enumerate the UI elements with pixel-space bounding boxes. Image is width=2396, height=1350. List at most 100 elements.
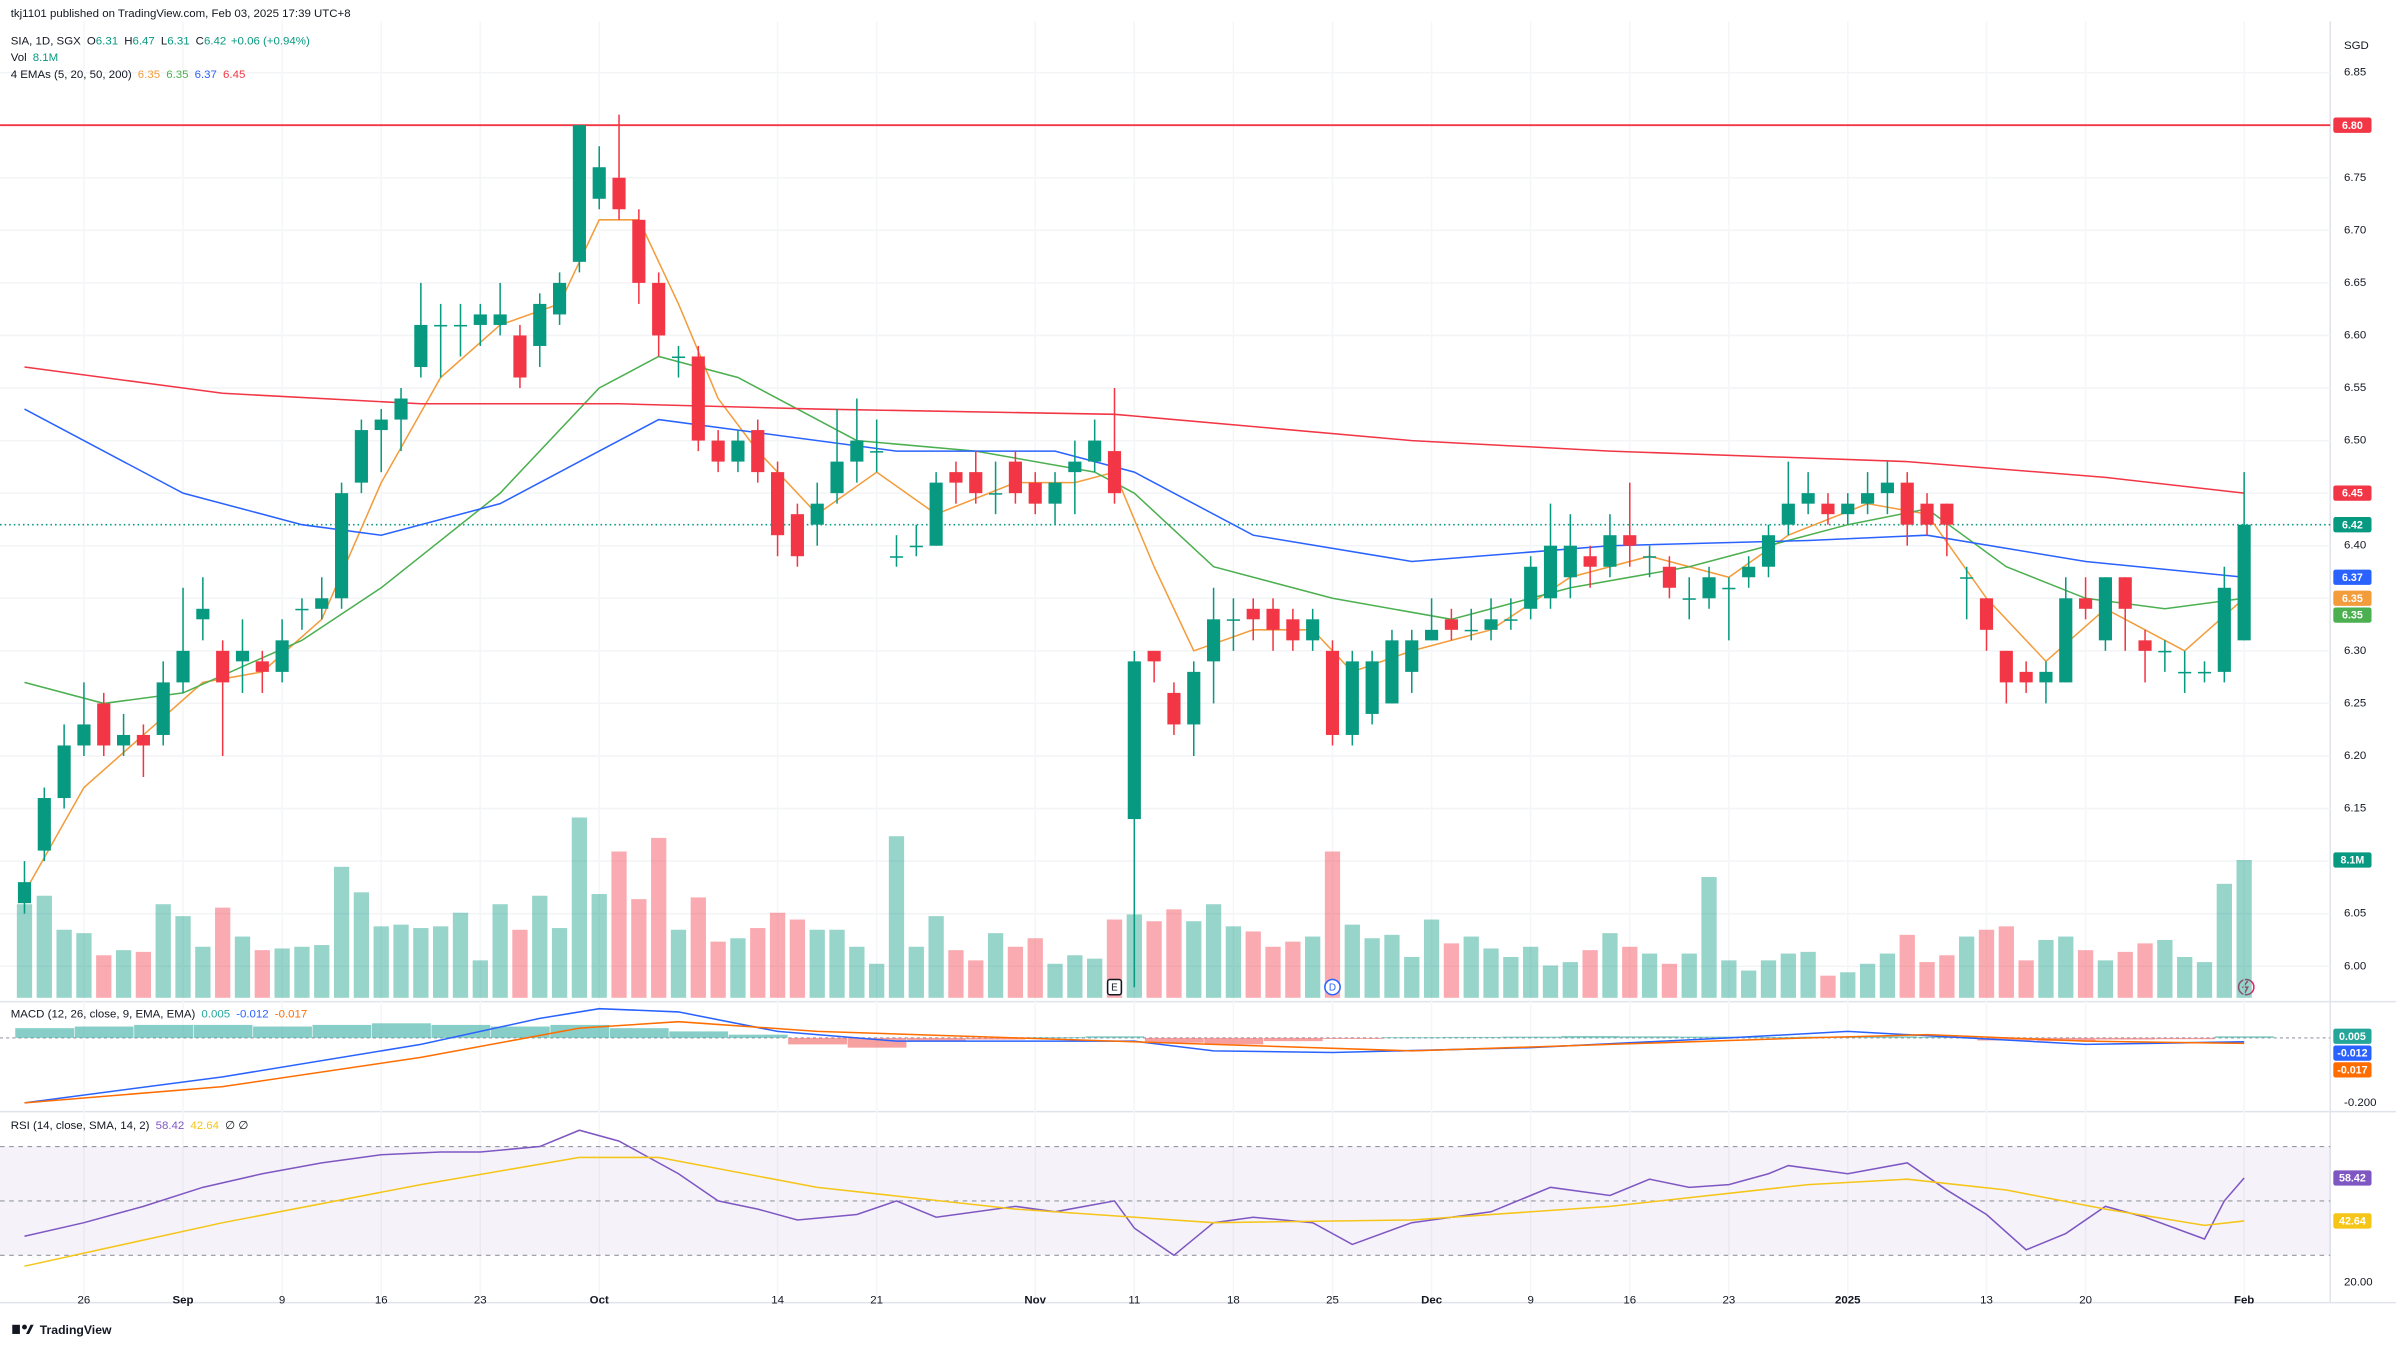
volume-bar	[1859, 963, 1876, 998]
x-tick-label: Nov	[1024, 1294, 1046, 1306]
volume-bar	[769, 912, 786, 998]
event-label: D	[1329, 982, 1336, 993]
macd-histogram-bar	[907, 1037, 966, 1042]
candle-body	[1464, 629, 1478, 632]
macd-histogram-bar	[1620, 1036, 1680, 1038]
candle-body	[691, 356, 705, 441]
candle-body	[810, 503, 824, 525]
volume-bar	[2196, 962, 2213, 998]
volume-bar	[2236, 860, 2252, 998]
candle-body	[2079, 598, 2093, 609]
macd-histogram-bar	[15, 1028, 75, 1038]
price-label: 6.42	[2342, 519, 2363, 531]
candle-body	[2059, 598, 2073, 683]
candle-body	[235, 650, 250, 662]
volume-bar	[730, 938, 746, 998]
candle-body	[572, 125, 586, 262]
volume-bar	[1106, 919, 1123, 998]
macd-histogram-bar	[312, 1024, 372, 1038]
x-tick-label: 16	[1623, 1294, 1636, 1306]
volume-bar	[1760, 960, 1777, 998]
candle-body	[1841, 503, 1855, 515]
volume-bar	[234, 936, 251, 998]
volume-bar	[928, 916, 944, 998]
volume-bar	[115, 950, 132, 998]
candle-body	[1960, 577, 1974, 579]
macd-line	[24, 1020, 2245, 1104]
volume-bar	[373, 926, 389, 998]
volume-bar	[2137, 943, 2153, 998]
volume-bar	[849, 946, 865, 998]
volume-bar	[1542, 965, 1559, 998]
volume-bar	[1364, 938, 1380, 998]
x-tick-label: Dec	[1421, 1294, 1443, 1306]
legend: SIA, 1D, SGX O6.31 H6.47 L6.31 C6.42 +0.06 (+…	[11, 35, 310, 47]
candle-body	[1266, 608, 1280, 630]
y-tick-label: 6.50	[2344, 435, 2366, 447]
macd-histogram-bar	[431, 1024, 491, 1038]
macd-histogram-bar	[134, 1024, 194, 1038]
volume-bar	[2097, 960, 2114, 998]
volume-bar	[869, 963, 885, 998]
volume-bar	[492, 904, 508, 998]
candle-body	[790, 514, 804, 557]
candle-body	[989, 493, 1003, 495]
candle-body	[1068, 461, 1082, 473]
x-tick-label: 9	[1527, 1294, 1533, 1306]
candle-body	[1761, 535, 1776, 567]
macd-histogram-bar	[1026, 1037, 1085, 1039]
candle-body	[1345, 661, 1359, 735]
legend-item: ∅ ∅	[225, 1120, 248, 1132]
legend: RSI (14, close, SMA, 14, 2) 58.42 42.64 ∅ ∅	[11, 1120, 249, 1132]
price-label: 0.005	[2339, 1031, 2366, 1043]
macd-histogram-bar	[788, 1037, 848, 1045]
macd-histogram-bar	[1561, 1035, 1620, 1038]
volume-bar	[670, 929, 687, 998]
legend-item: L	[161, 35, 167, 47]
price-label-box	[2333, 1062, 2372, 1078]
candle-body	[77, 724, 91, 746]
volume-bar	[175, 916, 191, 998]
volume-bar	[1087, 958, 1103, 998]
volume-bar	[987, 933, 1004, 998]
price-label: 42.64	[2339, 1216, 2366, 1228]
price-label: 6.35	[2342, 610, 2363, 622]
volume-bar	[56, 929, 72, 998]
volume-bar	[512, 929, 528, 998]
candle-body	[453, 324, 468, 327]
volume-bar	[96, 955, 112, 998]
candle-body	[909, 545, 923, 548]
macd-histogram-bar	[1323, 1037, 1383, 1039]
volume-bar	[1285, 941, 1301, 998]
volume-bar	[254, 950, 270, 998]
volume-bar	[1503, 956, 1519, 998]
candle-body	[255, 661, 269, 672]
macd-histogram-bar	[74, 1026, 134, 1038]
volume-bar	[155, 904, 171, 998]
logo	[12, 1324, 34, 1334]
price-label-box	[2333, 1213, 2372, 1229]
volume-bar	[36, 895, 52, 998]
y-tick-label: 6.85	[2344, 67, 2366, 79]
candle-body	[1801, 493, 1815, 504]
volume-bar	[829, 929, 845, 998]
candle-body	[1543, 545, 1558, 599]
volume-bar	[1523, 946, 1539, 998]
price-label-box	[2333, 1170, 2372, 1186]
candle-body	[1365, 661, 1379, 714]
candle-body	[374, 419, 388, 431]
volume-bar	[1562, 962, 1578, 998]
volume-bar	[1007, 946, 1024, 998]
legend-item: RSI (14, close, SMA, 14, 2)	[11, 1120, 150, 1132]
volume-bar	[1146, 921, 1162, 998]
y-tick-label: 6.20	[2344, 750, 2366, 762]
volume-bar	[1919, 962, 1935, 998]
candle-body	[1187, 671, 1201, 725]
price-label-box	[2333, 1045, 2372, 1061]
x-tick-label: 13	[1980, 1294, 1993, 1306]
candle-body	[176, 650, 190, 683]
candle-body	[1286, 619, 1300, 641]
candle-body	[1880, 482, 1894, 494]
candle-body	[1682, 598, 1696, 600]
volume-bar	[1483, 948, 1499, 998]
